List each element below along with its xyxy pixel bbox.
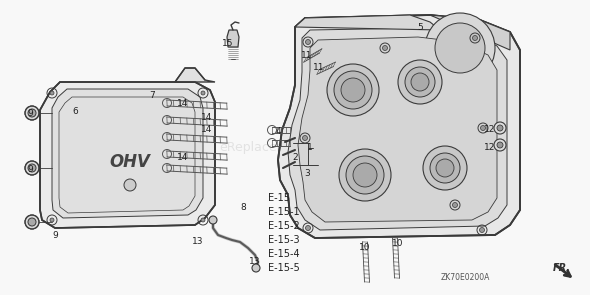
- Text: 13: 13: [249, 256, 261, 266]
- Text: ZK70E0200A: ZK70E0200A: [440, 273, 490, 281]
- Polygon shape: [52, 89, 203, 218]
- Circle shape: [25, 215, 39, 229]
- Circle shape: [50, 91, 54, 95]
- Text: 14: 14: [201, 114, 212, 122]
- Circle shape: [334, 71, 372, 109]
- Circle shape: [341, 78, 365, 102]
- Circle shape: [435, 23, 485, 73]
- Circle shape: [124, 179, 136, 191]
- Circle shape: [339, 149, 391, 201]
- Circle shape: [497, 142, 503, 148]
- Text: 10: 10: [392, 238, 404, 248]
- Circle shape: [411, 73, 429, 91]
- Polygon shape: [40, 82, 215, 228]
- Circle shape: [306, 40, 310, 45]
- Circle shape: [436, 159, 454, 177]
- Text: 5: 5: [417, 24, 423, 32]
- Text: E-15-4: E-15-4: [268, 249, 300, 259]
- Text: 8: 8: [240, 204, 246, 212]
- Text: 3: 3: [304, 168, 310, 178]
- Text: E-15-3: E-15-3: [268, 235, 300, 245]
- Text: 15: 15: [222, 39, 234, 47]
- Text: 11: 11: [313, 63, 325, 71]
- Circle shape: [50, 218, 54, 222]
- Text: 4: 4: [275, 127, 281, 137]
- Circle shape: [201, 218, 205, 222]
- Circle shape: [28, 218, 36, 226]
- Text: E-15-2: E-15-2: [268, 221, 300, 231]
- Circle shape: [423, 146, 467, 190]
- Circle shape: [25, 106, 39, 120]
- Text: 9: 9: [52, 230, 58, 240]
- Text: 12: 12: [484, 143, 496, 153]
- Circle shape: [405, 67, 435, 97]
- Circle shape: [494, 139, 506, 151]
- Circle shape: [353, 163, 377, 187]
- Text: 11: 11: [301, 50, 313, 60]
- Circle shape: [430, 153, 460, 183]
- Circle shape: [398, 60, 442, 104]
- Text: 14: 14: [178, 153, 189, 161]
- Circle shape: [480, 125, 486, 130]
- Circle shape: [306, 225, 310, 230]
- Circle shape: [252, 264, 260, 272]
- Text: FR.: FR.: [553, 263, 571, 273]
- Circle shape: [201, 91, 205, 95]
- Circle shape: [473, 35, 477, 40]
- Text: 13: 13: [192, 237, 204, 245]
- Text: 9: 9: [27, 109, 33, 117]
- Circle shape: [494, 122, 506, 134]
- Circle shape: [209, 216, 217, 224]
- Text: 2: 2: [292, 153, 298, 163]
- Polygon shape: [295, 15, 440, 30]
- Circle shape: [327, 64, 379, 116]
- Text: 14: 14: [178, 99, 189, 107]
- Text: E-15: E-15: [268, 193, 290, 203]
- Polygon shape: [175, 68, 215, 82]
- Text: 12: 12: [484, 125, 496, 135]
- Polygon shape: [278, 15, 520, 238]
- Circle shape: [303, 135, 307, 140]
- Circle shape: [28, 164, 36, 172]
- Text: 7: 7: [149, 91, 155, 99]
- Circle shape: [382, 45, 388, 50]
- Polygon shape: [298, 37, 497, 222]
- Text: OHV: OHV: [110, 153, 150, 171]
- Polygon shape: [227, 30, 239, 47]
- Circle shape: [480, 227, 484, 232]
- Polygon shape: [288, 28, 507, 230]
- Text: 9: 9: [27, 165, 33, 175]
- Text: 1: 1: [307, 143, 313, 153]
- Text: E-15-1: E-15-1: [268, 207, 300, 217]
- Text: 10: 10: [359, 243, 371, 253]
- Circle shape: [25, 161, 39, 175]
- Circle shape: [346, 156, 384, 194]
- Circle shape: [28, 109, 36, 117]
- Circle shape: [497, 125, 503, 131]
- Circle shape: [453, 202, 457, 207]
- Text: eReplacementParts.com: eReplacementParts.com: [219, 140, 371, 153]
- Polygon shape: [430, 15, 510, 50]
- Text: E-15-5: E-15-5: [268, 263, 300, 273]
- Circle shape: [425, 13, 495, 83]
- Text: 6: 6: [72, 107, 78, 117]
- Text: 14: 14: [201, 125, 212, 135]
